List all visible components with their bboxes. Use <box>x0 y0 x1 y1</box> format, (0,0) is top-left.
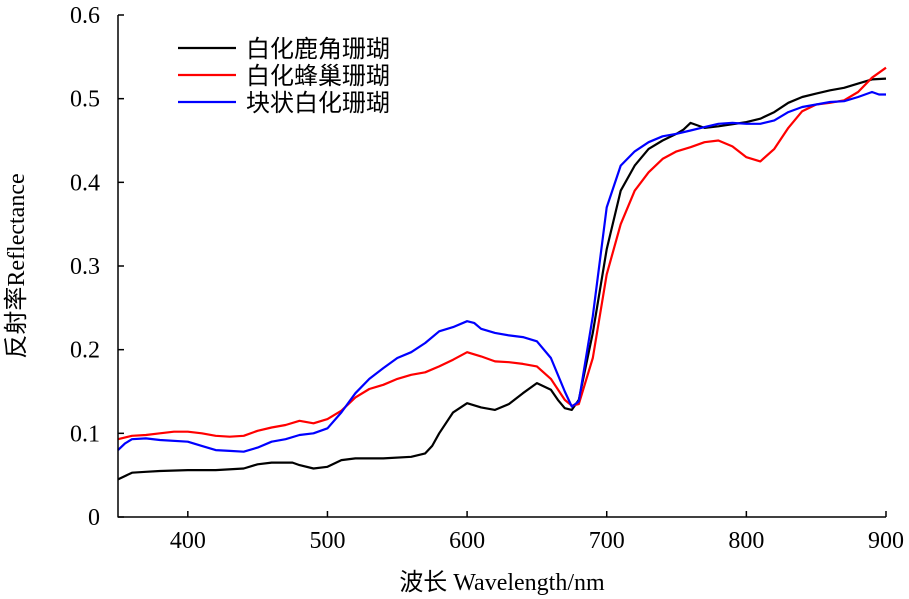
y-tick-label: 0.4 <box>70 170 100 196</box>
x-tick-label: 900 <box>868 528 904 554</box>
ticks: 400 500 600 700 800 900 0 0.1 0.2 0.3 0.4 0.5 0.6 <box>70 3 904 554</box>
plot-lines <box>117 66 887 481</box>
y-tick-label: 0.5 <box>70 87 100 113</box>
series-line-2 <box>117 90 886 453</box>
y-tick-label: 0.6 <box>70 3 100 29</box>
x-tick-label: 800 <box>728 528 764 554</box>
series-line-0 <box>117 77 887 481</box>
y-tick-label: 0.3 <box>70 254 100 280</box>
x-tick-label: 400 <box>170 528 206 554</box>
legend-label-1: 白化蜂巢珊瑚 <box>246 62 390 90</box>
y-axis-title: 反射率Reflectance <box>3 173 30 358</box>
legend-label-0: 白化鹿角珊瑚 <box>246 35 390 63</box>
y-tick-label: 0.2 <box>70 338 100 364</box>
series-line-1 <box>117 66 887 441</box>
x-axis-title: 波长 Wavelength/nm <box>399 569 605 596</box>
legend-label-2: 块状白化珊瑚 <box>246 89 390 117</box>
x-tick-label: 600 <box>449 528 485 554</box>
y-tick-label: 0 <box>88 505 100 531</box>
x-tick-label: 500 <box>309 528 345 554</box>
x-tick-label: 700 <box>589 528 625 554</box>
axes <box>117 15 886 518</box>
y-tick-label: 0.1 <box>70 421 100 447</box>
